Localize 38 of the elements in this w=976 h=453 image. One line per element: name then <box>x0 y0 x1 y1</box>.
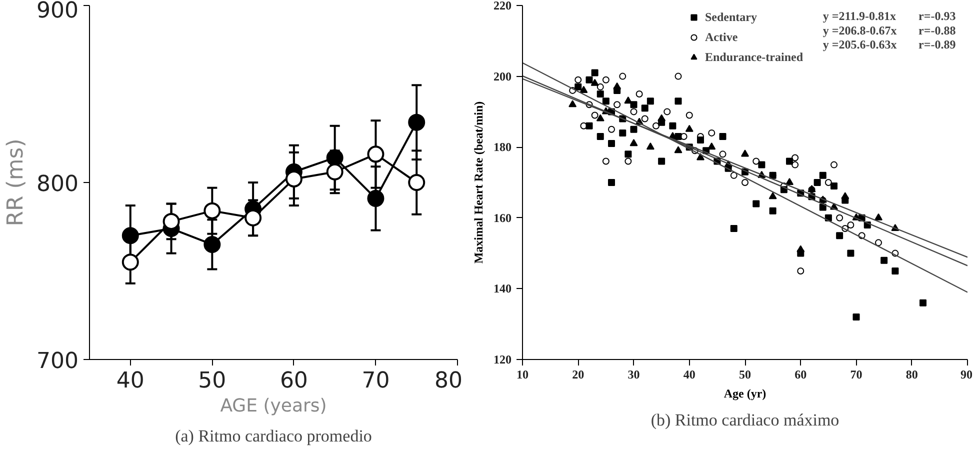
x-tick-label: 70 <box>362 368 390 394</box>
x-tick-label: 60 <box>280 368 308 394</box>
annotation: y =205.6-0.63x <box>822 37 897 52</box>
x-tick-label: 60 <box>794 368 807 382</box>
y-tick-label: 200 <box>494 69 512 84</box>
x-tick-label: 20 <box>572 368 584 382</box>
legend-label: Sedentary <box>704 10 757 24</box>
x-tick-label: 40 <box>116 368 144 394</box>
annotation: r=-0.88 <box>918 23 956 38</box>
x-tick-label: 80 <box>434 368 463 394</box>
legend-label: Endurance-trained <box>704 50 804 64</box>
legend-label: Active <box>704 30 738 44</box>
annotation: y =206.8-0.67x <box>822 23 897 38</box>
text: (a) Ritmo cardiaco promedio <box>175 426 372 446</box>
y-tick-label: 140 <box>494 282 512 296</box>
x-axis-title: AGE (years) <box>220 396 327 416</box>
x-tick-label: 80 <box>906 368 918 382</box>
y-tick-label: 900 <box>36 0 79 24</box>
x-tick-label: 50 <box>198 368 226 394</box>
x-tick-label: 40 <box>683 368 696 382</box>
annotation: r=-0.93 <box>918 9 956 24</box>
text: (b) Ritmo cardiaco máximo <box>650 410 840 430</box>
x-tick-label: 90 <box>960 368 972 382</box>
x-axis-title: Age (yr) <box>724 386 766 400</box>
y-tick-label: 180 <box>494 140 512 154</box>
y-axis-title: RR (ms) <box>4 138 29 226</box>
x-tick-label: 10 <box>516 368 528 382</box>
x-tick-label: 30 <box>628 368 640 382</box>
y-tick-label: 700 <box>36 349 79 374</box>
x-tick-label: 50 <box>739 368 751 382</box>
y-axis-title: Maximal Heart Rate (beat/min) <box>472 101 486 264</box>
annotation: y =211.9-0.81x <box>822 9 896 24</box>
annotation: r=-0.89 <box>918 37 956 52</box>
x-tick-label: 70 <box>850 368 862 382</box>
y-tick-label: 160 <box>494 210 512 225</box>
y-tick-label: 800 <box>36 172 79 197</box>
y-tick-label: 220 <box>494 0 512 12</box>
y-tick-label: 120 <box>494 352 512 366</box>
